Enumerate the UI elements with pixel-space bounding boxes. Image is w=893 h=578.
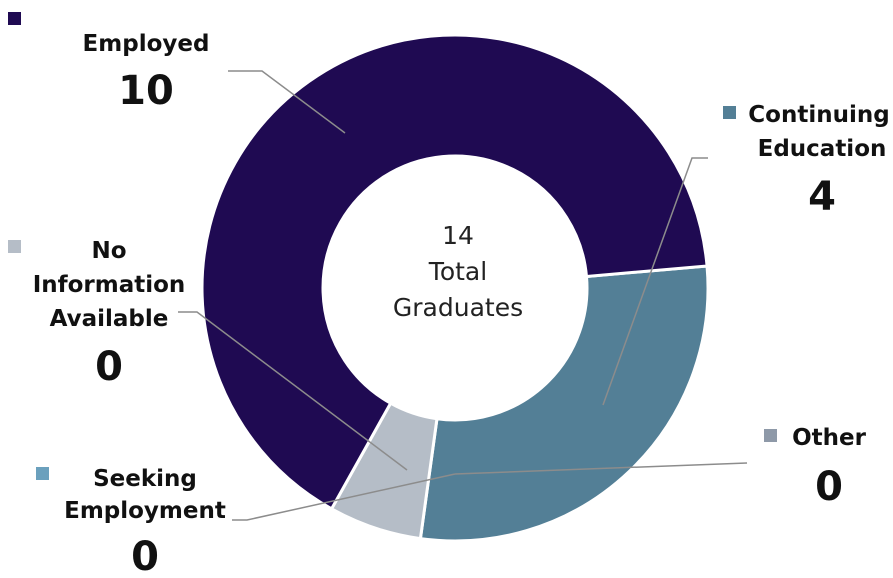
donut-slices bbox=[200, 33, 710, 543]
value-label-other: 0 bbox=[815, 464, 843, 510]
category-label-other: Other bbox=[792, 425, 867, 451]
legend-swatch-continuing-education bbox=[723, 106, 736, 119]
center-label: 14 Total Graduates bbox=[393, 221, 523, 322]
label-employed: Employed 10 bbox=[8, 12, 209, 114]
category-label-continuing-line2: Education bbox=[758, 136, 887, 162]
category-label-noinfo-line3: Available bbox=[50, 306, 169, 332]
value-label-continuing-education: 4 bbox=[808, 174, 836, 220]
label-no-information-available: No Information Available 0 bbox=[8, 238, 185, 390]
category-label-employed: Employed bbox=[83, 31, 210, 57]
legend-swatch-other bbox=[764, 429, 777, 442]
category-label-seeking-line1: Seeking bbox=[93, 466, 197, 492]
graduates-label: Graduates bbox=[393, 293, 523, 322]
category-label-noinfo-line2: Information bbox=[33, 272, 186, 298]
category-label-seeking-line2: Employment bbox=[64, 498, 226, 524]
leader-line-seeking bbox=[232, 473, 456, 521]
leader-lines bbox=[178, 70, 748, 521]
value-label-employed: 10 bbox=[118, 68, 174, 114]
value-label-seeking-employment: 0 bbox=[131, 534, 159, 578]
total-count: 14 bbox=[442, 221, 474, 250]
label-continuing-education: Continuing Education 4 bbox=[723, 102, 890, 220]
category-label-continuing-line1: Continuing bbox=[748, 102, 889, 128]
leader-line-other bbox=[454, 462, 748, 475]
leader-line-continuing bbox=[602, 157, 708, 406]
leader-line-noinfo bbox=[178, 311, 408, 471]
label-seeking-employment: Seeking Employment 0 bbox=[36, 466, 226, 578]
total-label: Total bbox=[428, 257, 487, 286]
legend-swatch-employed bbox=[8, 12, 21, 25]
leader-line-employed bbox=[228, 70, 346, 134]
category-label-noinfo-line1: No bbox=[91, 238, 126, 264]
slice-employed bbox=[200, 33, 709, 511]
value-label-no-information-available: 0 bbox=[95, 344, 123, 390]
legend-swatch-no-information bbox=[8, 240, 21, 253]
label-other: Other 0 bbox=[764, 425, 867, 510]
legend-swatch-seeking-employment bbox=[36, 467, 49, 480]
